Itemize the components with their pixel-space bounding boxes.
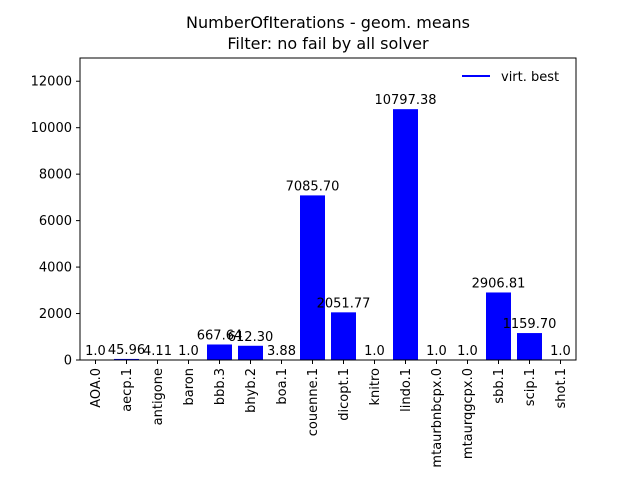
bar-value-label: 1159.70	[503, 317, 557, 332]
x-tick-label: shot.1	[554, 368, 569, 408]
x-tick-label: AOA.0	[89, 368, 104, 408]
bar	[393, 109, 418, 361]
bar-value-label: 1.0	[178, 344, 199, 359]
x-tick-label: lindo.1	[399, 368, 414, 412]
bar-value-label: 1.0	[426, 344, 447, 359]
x-tick-label: scip.1	[523, 368, 538, 406]
x-tick-label: couenne.1	[306, 368, 321, 436]
bar-value-label: 3.88	[267, 344, 296, 359]
bar	[207, 344, 232, 360]
x-tick-label: bhyb.2	[244, 368, 259, 413]
y-tick-label: 6000	[39, 214, 72, 229]
x-tick-label: baron	[182, 368, 197, 405]
x-tick-label: dicopt.1	[337, 368, 352, 421]
x-axis-ticks: AOA.0 aecp.1 antigone baron bbb.3 bhyb.2 boa.1…	[89, 360, 569, 468]
bar-value-label: 1.0	[364, 344, 385, 359]
y-tick-label: 8000	[39, 168, 72, 183]
bar-value-label: 1.0	[85, 344, 106, 359]
x-tick-label: mtaurqgcpx.0	[461, 368, 476, 459]
x-tick-label: knitro	[368, 368, 383, 406]
bar-value-label: 1.0	[550, 344, 571, 359]
bar	[331, 312, 356, 360]
y-tick-label: 2000	[39, 307, 72, 322]
y-axis-ticks: 0 2000 4000 6000 8000 10000 12000	[31, 75, 80, 369]
bars	[83, 109, 573, 361]
y-tick-label: 10000	[31, 121, 72, 136]
bar	[300, 195, 325, 360]
bar	[517, 333, 542, 360]
bar-value-label: 2906.81	[472, 276, 526, 291]
x-tick-label: aecp.1	[120, 368, 135, 412]
y-tick-label: 4000	[39, 261, 72, 276]
bar	[114, 358, 139, 360]
chart-subtitle: Filter: no fail by all solver	[227, 34, 429, 53]
bar-value-label: 45.96	[108, 343, 145, 358]
bar-value-label: 4.11	[143, 344, 172, 359]
x-tick-label: antigone	[151, 368, 166, 425]
bar-value-label: 7085.70	[286, 179, 340, 194]
x-tick-label: sbb.1	[492, 368, 507, 404]
bar	[486, 292, 511, 360]
x-tick-label: mtaurbnbcpx.0	[430, 368, 445, 468]
legend: virt. best	[462, 70, 559, 85]
x-tick-label: bbb.3	[213, 368, 228, 405]
y-tick-label: 0	[64, 354, 72, 369]
legend-label: virt. best	[501, 70, 559, 85]
bar	[238, 345, 263, 360]
bar-value-label: 2051.77	[317, 296, 371, 311]
chart-title: NumberOfIterations - geom. means	[186, 13, 470, 32]
bar-value-label: 667.64	[197, 328, 243, 343]
y-tick-label: 12000	[31, 75, 72, 90]
data-labels: 1.0 45.964.11 1.0667.64612.303.887085.7020…	[85, 93, 571, 359]
bar-value-label: 10797.38	[374, 93, 436, 108]
plot-frame	[79, 57, 577, 361]
bar-value-label: 612.30	[228, 330, 274, 345]
bar-value-label: 1.0	[457, 344, 478, 359]
x-tick-label: boa.1	[275, 368, 290, 405]
